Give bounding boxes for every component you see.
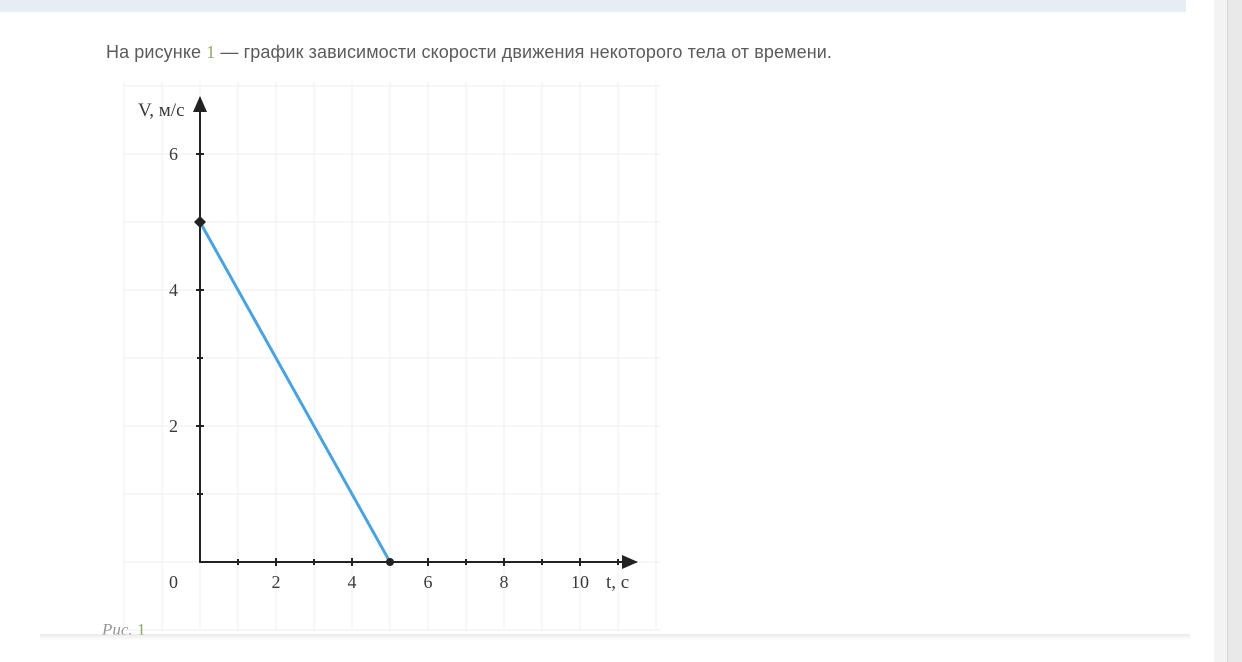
right-pane-divider [1214, 0, 1228, 662]
svg-text:6: 6 [424, 572, 433, 592]
svg-text:0: 0 [169, 572, 178, 592]
chart-container: 2 4 6 2 4 6 8 10 0 V, м/с t, с [100, 82, 660, 642]
velocity-time-chart: 2 4 6 2 4 6 8 10 0 V, м/с t, с [100, 82, 660, 642]
content-card: На рисунке 1 — график зависимости скорос… [40, 12, 1180, 640]
card-shadow [40, 634, 1190, 640]
svg-text:t, с: t, с [606, 572, 629, 593]
problem-prefix: На рисунке [106, 42, 206, 62]
svg-text:V, м/с: V, м/с [138, 100, 185, 121]
svg-text:2: 2 [169, 416, 178, 436]
svg-text:4: 4 [169, 280, 178, 300]
problem-suffix: — график зависимости скорости движения н… [215, 42, 832, 62]
svg-text:2: 2 [272, 572, 281, 592]
svg-text:6: 6 [169, 144, 178, 164]
svg-text:10: 10 [571, 572, 589, 592]
figure-number: 1 [206, 42, 215, 62]
svg-text:8: 8 [500, 572, 509, 592]
header-strip [0, 0, 1186, 12]
svg-text:4: 4 [348, 572, 357, 592]
vertical-scrollbar[interactable] [1227, 0, 1242, 662]
page-root: На рисунке 1 — график зависимости скорос… [0, 0, 1242, 662]
problem-statement: На рисунке 1 — график зависимости скорос… [106, 42, 832, 63]
